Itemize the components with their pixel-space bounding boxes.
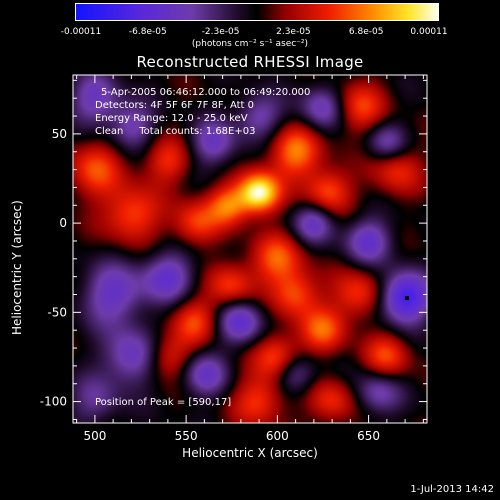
colorbar-unit: (photons cm⁻² s⁻¹ asec⁻²) (191, 39, 309, 49)
tick-label: -100 (40, 395, 67, 409)
peak-position-label: Position of Peak = [590,17] (95, 397, 232, 408)
axis-ticks: 500 550 600 650 -100 -50 0 50 (40, 75, 427, 443)
tick-label: 600 (266, 429, 289, 443)
tick-label: 650 (357, 429, 380, 443)
colorbar-tick-label: 6.8e-05 (348, 27, 384, 37)
colorbar-tick-label: -0.00011 (60, 27, 102, 37)
colorbar (75, 3, 439, 21)
plot-frame (72, 74, 428, 424)
heatmap-image (73, 75, 427, 423)
colorbar-tick-label: 0.00011 (410, 27, 448, 37)
tick-label: 50 (52, 127, 67, 141)
annotation-detectors: Detectors: 4F 5F 6F 7F 8F, Att 0 (95, 100, 255, 111)
marker-point (404, 296, 409, 301)
tick-label: -50 (47, 305, 67, 319)
annotation-clean: Clean Total counts: 1.68E+03 (95, 126, 256, 137)
x-axis-label: Heliocentric X (arcsec) (182, 446, 318, 460)
annotation-time: 5-Apr-2005 06:46:12.000 to 06:49:20.000 (101, 87, 311, 98)
tick-label: 500 (83, 429, 106, 443)
annotation-energy: Energy Range: 12.0 - 25.0 keV (95, 113, 248, 124)
tick-label: 550 (175, 429, 198, 443)
footer-timestamp: 1-Jul-2013 14:42 (410, 484, 494, 495)
chart-title: Reconstructed RHESSI Image (136, 53, 364, 71)
tick-label: 0 (59, 216, 67, 230)
colorbar-tick-label: -6.8e-05 (128, 27, 167, 37)
colorbar-tick-label: -2.3e-05 (201, 27, 240, 37)
y-axis-label: Heliocentric Y (arcsec) (10, 200, 24, 335)
colorbar-tick-label: 2.3e-05 (276, 27, 311, 37)
